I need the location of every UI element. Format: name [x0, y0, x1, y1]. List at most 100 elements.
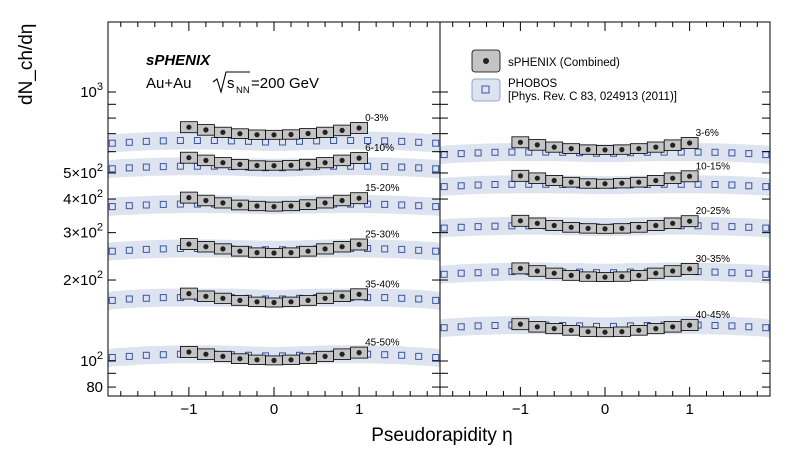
legend-phobos-band — [471, 78, 501, 102]
phobos-point-15-20%-2 — [142, 201, 150, 209]
phobos-point-35-40%-19 — [432, 296, 440, 304]
phobos-point-40-45%-2 — [474, 322, 482, 330]
centrality-label: 25-30% — [365, 230, 400, 241]
sphenix-point-15-20%-6 — [288, 203, 294, 209]
phobos-point-10-15%-19 — [762, 183, 770, 191]
sphenix-point-3-6%-4 — [585, 147, 591, 153]
sphenix-point-10-15%-0 — [517, 173, 524, 179]
sphenix-point-45-50%-7 — [305, 356, 311, 362]
phobos-point-10-15%-16 — [711, 181, 719, 188]
sphenix-point-0-3%-2 — [220, 129, 226, 135]
sphenix-point-25-30%-5 — [271, 250, 277, 256]
phobos-point-0-3%-4 — [176, 137, 184, 144]
phobos-point-40-45%-17 — [728, 322, 736, 330]
sphenix-point-20-25%-4 — [585, 225, 591, 231]
sphenix-point-10-15%-7 — [636, 179, 642, 185]
sphenix-point-45-50%-5 — [271, 357, 277, 363]
sphenix-point-15-20%-9 — [339, 197, 345, 204]
phobos-point-30-35%-3 — [491, 268, 499, 276]
sphenix-point-0-3%-3 — [237, 131, 243, 137]
sphenix-point-0-3%-8 — [322, 129, 328, 135]
sphenix-point-10-15%-1 — [534, 175, 540, 181]
sphenix-point-35-40%-2 — [220, 295, 226, 301]
centrality-label: 0-3% — [365, 113, 388, 124]
x-tick-label: 0 — [270, 401, 278, 418]
sphenix-point-35-40%-7 — [305, 297, 311, 303]
sphenix-point-6-10%-3 — [237, 161, 243, 167]
sphenix-point-20-25%-6 — [619, 225, 625, 231]
phobos-point-25-30%-1 — [125, 246, 133, 254]
sphenix-point-30-35%-7 — [636, 272, 642, 278]
phobos-point-6-10%-1 — [125, 164, 133, 172]
phobos-point-15-20%-0 — [108, 203, 116, 211]
phobos-point-40-45%-18 — [745, 323, 753, 331]
sphenix-point-20-25%-10 — [687, 218, 693, 224]
sphenix-point-45-50%-9 — [339, 351, 345, 357]
sphenix-point-10-15%-6 — [619, 180, 625, 186]
sphenix-point-40-45%-9 — [670, 324, 676, 330]
phobos-point-30-35%-0 — [440, 270, 448, 278]
sphenix-point-0-3%-0 — [186, 124, 192, 130]
phobos-point-6-10%-2 — [142, 163, 150, 171]
phobos-point-0-3%-1 — [125, 138, 133, 146]
sphenix-point-15-20%-2 — [220, 200, 226, 206]
phobos-point-20-25%-17 — [728, 223, 736, 231]
phobos-point-3-6%-1 — [457, 150, 465, 158]
phobos-point-35-40%-0 — [108, 296, 116, 304]
sphenix-point-25-30%-2 — [220, 246, 226, 252]
sphenix-point-40-45%-8 — [653, 326, 659, 332]
centrality-label: 40-45% — [696, 310, 731, 321]
sphenix-point-30-35%-5 — [602, 274, 608, 280]
phobos-point-6-10%-17 — [398, 163, 406, 171]
phobos-point-3-6%-2 — [474, 149, 482, 157]
sphenix-point-45-50%-10 — [356, 350, 362, 356]
energy-subscript: NN — [236, 85, 250, 96]
y-axis-title-main: dN_ch/dη — [16, 24, 37, 105]
centrality-label: 3-6% — [696, 128, 719, 139]
sphenix-point-3-6%-7 — [636, 146, 642, 152]
sphenix-point-20-25%-5 — [602, 226, 608, 232]
y-tick-base: 80 — [86, 379, 103, 396]
sphenix-point-40-45%-4 — [585, 329, 591, 335]
phobos-point-35-40%-3 — [159, 294, 167, 302]
phobos-point-20-25%-1 — [457, 223, 465, 231]
y-tick-base: 10 — [80, 353, 97, 370]
sphenix-point-3-6%-10 — [687, 140, 693, 146]
sphenix-point-0-3%-10 — [356, 125, 362, 131]
y-tick-label: 4×102 — [63, 188, 103, 208]
phobos-point-25-30%-0 — [108, 247, 116, 255]
sphenix-point-3-6%-0 — [517, 139, 524, 145]
phobos-point-35-40%-17 — [398, 294, 406, 302]
sphenix-point-15-20%-8 — [322, 200, 328, 206]
sphenix-point-40-45%-10 — [687, 322, 693, 328]
sphenix-point-35-40%-3 — [237, 297, 243, 303]
x-tick-label: 1 — [685, 401, 693, 418]
y-tick-base: 5×10 — [63, 165, 97, 182]
phobos-point-20-25%-19 — [762, 224, 770, 232]
phobos-point-3-6%-16 — [711, 148, 719, 156]
phobos-point-30-35%-17 — [728, 269, 736, 277]
sphenix-point-25-30%-3 — [237, 248, 243, 254]
phobos-point-45-50%-1 — [125, 352, 133, 360]
y-tick-exponent: 2 — [97, 222, 103, 234]
labels: 0-3% 6-10% 15-20% 25-30% 35-40% 45-50% −1 0 1 3-6… — [63, 81, 730, 418]
sphenix-point-40-45%-5 — [602, 329, 608, 335]
sphenix-point-35-40%-8 — [322, 295, 328, 301]
phobos-point-3-6%-4 — [508, 148, 516, 156]
sphenix-point-10-15%-9 — [670, 175, 676, 181]
phobos-point-30-35%-18 — [745, 269, 753, 277]
phobos-point-30-35%-1 — [457, 269, 465, 277]
y-tick-exponent: 2 — [97, 188, 103, 200]
phobos-point-6-10%-3 — [159, 163, 167, 171]
phobos-point-10-15%-0 — [440, 183, 448, 191]
sphenix-point-10-15%-5 — [602, 181, 608, 187]
sphenix-point-10-15%-3 — [568, 179, 574, 185]
phobos-point-35-40%-18 — [415, 295, 423, 303]
sphenix-point-45-50%-3 — [237, 356, 243, 362]
phobos-point-30-35%-19 — [762, 270, 770, 278]
y-tick-exponent: 3 — [97, 81, 103, 93]
axis-ticks — [108, 22, 770, 396]
sphenix-point-0-3%-5 — [271, 132, 277, 138]
sphenix-point-15-20%-5 — [271, 204, 277, 210]
sphenix-point-10-15%-4 — [585, 180, 591, 187]
